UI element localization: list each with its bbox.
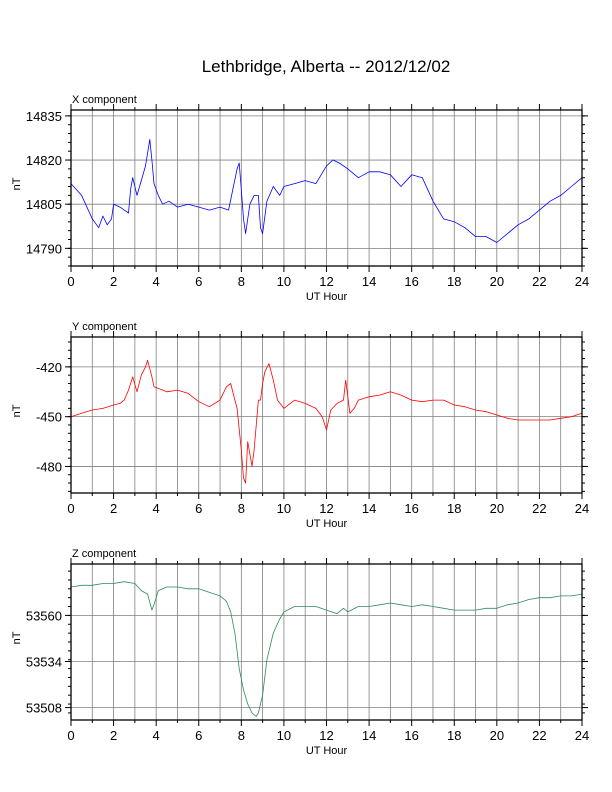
z-x-tick-label: 12: [319, 728, 333, 743]
x-x-tick-label: 10: [277, 274, 291, 289]
x-x-tick-label: 6: [195, 274, 202, 289]
y-x-tick-label: 8: [238, 501, 245, 516]
x-component-label: X component: [72, 94, 137, 106]
z-x-tick-label: 8: [238, 728, 245, 743]
y-x-tick-label: 16: [404, 501, 418, 516]
y-x-tick-label: 12: [319, 501, 333, 516]
z-x-tick-label: 14: [362, 728, 376, 743]
x-x-tick-label: 18: [447, 274, 461, 289]
z-x-tick-label: 4: [153, 728, 160, 743]
x-y-tick-label: 14790: [26, 241, 62, 256]
x-x-axis-label: UT Hour: [306, 291, 348, 303]
z-x-tick-label: 22: [532, 728, 546, 743]
z-x-tick-label: 6: [195, 728, 202, 743]
y-x-tick-label: 20: [490, 501, 504, 516]
y-x-tick-label: 10: [277, 501, 291, 516]
x-component-series-line: [70, 138, 583, 243]
y-x-tick-label: 18: [447, 501, 461, 516]
x-x-tick-label: 0: [67, 274, 74, 289]
x-x-tick-label: 12: [319, 274, 333, 289]
x-x-tick-label: 8: [238, 274, 245, 289]
y-x-tick-label: 4: [153, 501, 160, 516]
y-y-tick-label: -480: [36, 459, 62, 474]
y-component-series-line: [70, 359, 583, 484]
z-x-tick-label: 2: [110, 728, 117, 743]
z-x-tick-label: 0: [67, 728, 74, 743]
x-x-tick-label: 24: [575, 274, 589, 289]
y-x-axis-label: UT Hour: [306, 518, 348, 530]
y-x-tick-label: 0: [67, 501, 74, 516]
x-y-tick-label: 14805: [26, 197, 62, 212]
x-y-axis-label: nT: [11, 177, 23, 190]
y-x-tick-label: 14: [362, 501, 376, 516]
y-y-tick-label: -450: [36, 410, 62, 425]
x-y-tick-label: 14820: [26, 153, 62, 168]
z-component-series-line: [70, 581, 583, 717]
y-x-tick-label: 24: [575, 501, 589, 516]
y-component-label: Y component: [72, 321, 137, 333]
z-x-tick-label: 16: [404, 728, 418, 743]
z-x-tick-label: 18: [447, 728, 461, 743]
x-x-tick-label: 16: [404, 274, 418, 289]
z-y-tick-label: 53508: [26, 701, 62, 716]
z-x-tick-label: 20: [490, 728, 504, 743]
z-x-axis-label: UT Hour: [306, 745, 348, 757]
x-x-tick-label: 14: [362, 274, 376, 289]
z-x-tick-label: 10: [277, 728, 291, 743]
y-x-tick-label: 2: [110, 501, 117, 516]
x-x-tick-label: 22: [532, 274, 546, 289]
x-y-tick-label: 14835: [26, 109, 62, 124]
z-y-tick-label: 53534: [26, 655, 62, 670]
z-x-tick-label: 24: [575, 728, 589, 743]
y-y-axis-label: nT: [11, 404, 23, 417]
y-y-tick-label: -420: [36, 360, 62, 375]
x-x-tick-label: 2: [110, 274, 117, 289]
z-y-tick-label: 53560: [26, 608, 62, 623]
y-x-tick-label: 6: [195, 501, 202, 516]
x-x-tick-label: 20: [490, 274, 504, 289]
y-x-tick-label: 22: [532, 501, 546, 516]
z-y-axis-label: nT: [11, 631, 23, 644]
x-x-tick-label: 4: [153, 274, 160, 289]
chart-title: Lethbridge, Alberta -- 2012/12/02: [201, 57, 451, 76]
z-component-label: Z component: [72, 548, 136, 560]
